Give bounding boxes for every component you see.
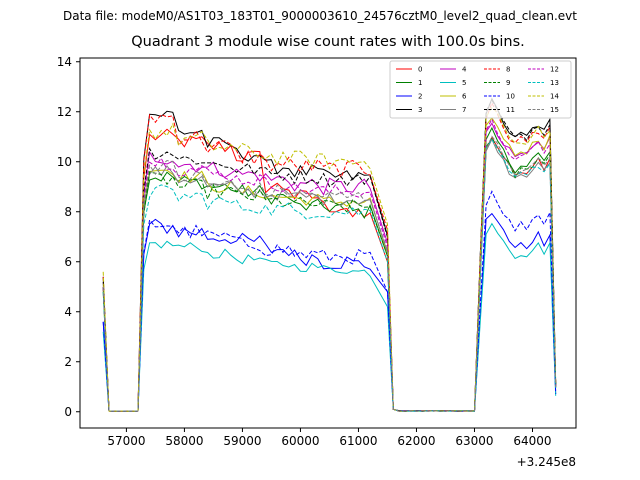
legend-label: 15 xyxy=(550,106,559,114)
legend-label: 13 xyxy=(550,79,559,87)
x-tick-label: 61000 xyxy=(339,434,377,448)
legend-label: 11 xyxy=(506,106,515,114)
series-line-5 xyxy=(102,222,557,412)
legend-label: 8 xyxy=(506,66,510,74)
y-tick-label: 12 xyxy=(57,105,72,119)
y-tick-label: 6 xyxy=(64,255,72,269)
legend-label: 7 xyxy=(462,106,466,114)
x-tick-label: 62000 xyxy=(397,434,435,448)
series-line-11 xyxy=(102,99,557,412)
series-line-13 xyxy=(102,138,557,412)
legend-label: 1 xyxy=(418,79,422,87)
series-line-9 xyxy=(102,136,557,412)
legend-label: 0 xyxy=(418,66,422,74)
x-axis: 57000 58000 59000 60000 61000 62000 63000 64000 xyxy=(107,428,552,448)
series-line-10 xyxy=(102,190,557,412)
series-line-12 xyxy=(102,117,557,412)
x-tick-label: 57000 xyxy=(107,434,145,448)
legend-label: 6 xyxy=(462,93,467,101)
series-layer xyxy=(102,97,557,412)
legend-label: 2 xyxy=(418,93,422,101)
series-line-2 xyxy=(102,212,557,412)
legend-label: 5 xyxy=(462,79,466,87)
series-line-14 xyxy=(102,106,557,412)
series-line-15 xyxy=(102,135,557,412)
x-tick-label: 63000 xyxy=(455,434,493,448)
x-tick-label: 59000 xyxy=(223,434,261,448)
y-tick-label: 10 xyxy=(57,155,72,169)
y-tick-label: 2 xyxy=(64,355,72,369)
x-tick-label: 64000 xyxy=(513,434,551,448)
legend-label: 9 xyxy=(506,79,510,87)
y-axis: 0 2 4 6 8 10 12 14 xyxy=(57,55,80,419)
y-tick-label: 4 xyxy=(64,305,72,319)
legend-label: 3 xyxy=(418,106,422,114)
chart-title: Quadrant 3 module wise count rates with … xyxy=(131,34,525,50)
data-file-label: Data file: modeM0/AS1T03_183T01_90000036… xyxy=(63,9,577,23)
legend-label: 4 xyxy=(462,66,467,74)
legend-label: 12 xyxy=(550,66,559,74)
legend-frame xyxy=(389,60,572,119)
legend-label: 14 xyxy=(550,93,559,101)
y-tick-label: 14 xyxy=(57,55,72,69)
x-offset-label: +3.245e8 xyxy=(517,455,576,469)
x-tick-label: 58000 xyxy=(165,434,203,448)
axes-frame xyxy=(79,57,577,429)
legend-label: 10 xyxy=(506,93,515,101)
y-tick-label: 8 xyxy=(64,205,72,219)
x-tick-label: 60000 xyxy=(281,434,319,448)
y-tick-label: 0 xyxy=(64,405,72,419)
